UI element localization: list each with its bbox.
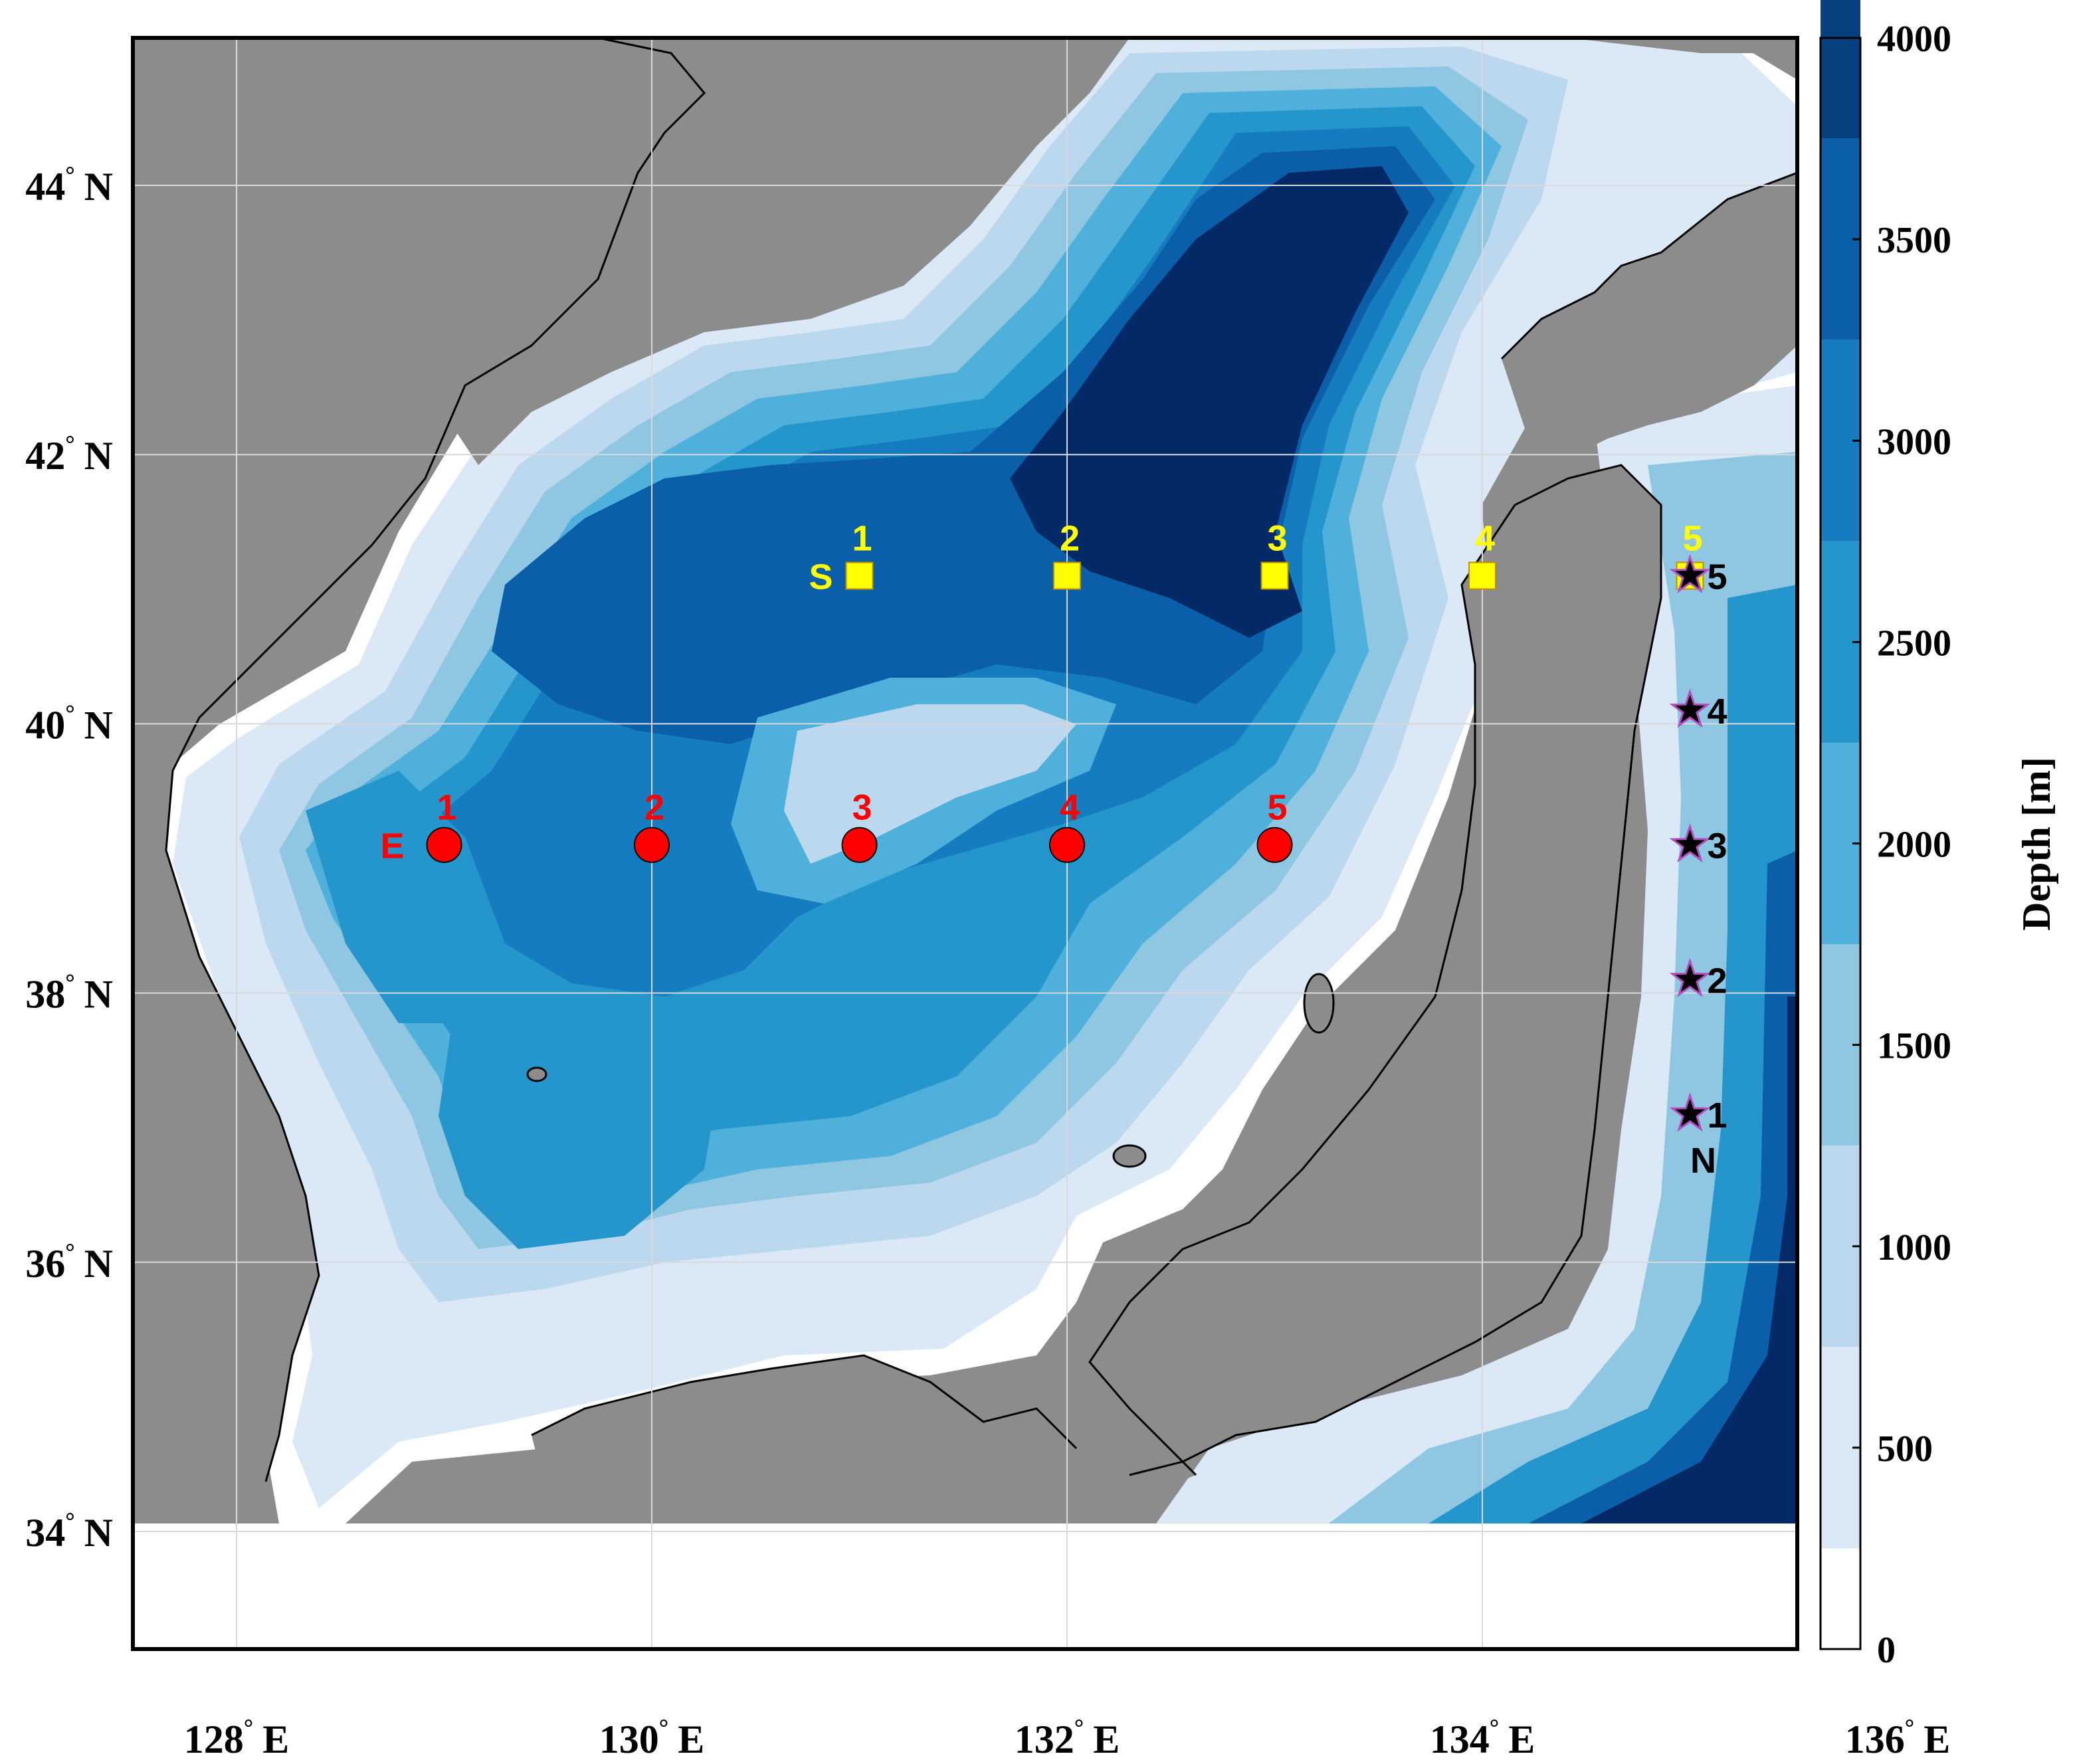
- colorbar-tick-label: 2500: [1877, 623, 1951, 664]
- longitude-tick-label: 134° E: [1430, 1714, 1535, 1761]
- yamato-rise-shallow: [784, 704, 1076, 864]
- line-n-station-label: 2: [1708, 961, 1728, 1001]
- longitude-tick-label: 128° E: [184, 1714, 289, 1761]
- line-n-station-label: 3: [1708, 827, 1728, 866]
- colorbar-tick-label: 4000: [1877, 19, 1951, 60]
- line-s-station-marker: [845, 561, 874, 590]
- graticule: [133, 38, 1797, 1649]
- line-s-station-marker: [1468, 561, 1496, 590]
- longitude-tick-label: 136° E: [1845, 1714, 1950, 1761]
- sakhalin-landmass: [1568, 38, 1797, 66]
- sea-bathymetry: [159, 38, 1797, 1523]
- tsushima-basin: [439, 983, 718, 1249]
- longitude-tick-label: 130° E: [599, 1714, 704, 1761]
- colorbar-band: [1821, 1548, 1860, 1649]
- line-e-station-label: 5: [1267, 788, 1287, 828]
- line-s-station-label: 1: [852, 519, 872, 559]
- line-n-station-label: 4: [1708, 692, 1728, 732]
- line-e-station-marker: [1256, 827, 1293, 863]
- line-e-station-label: 2: [644, 788, 664, 828]
- line-e-station-label: 4: [1060, 788, 1080, 828]
- colorbar-blocks: [1821, 0, 1860, 1649]
- colorbar-tick-labels: 4000 3500 3000 2500 2000 1500 1000 500 0: [1852, 19, 1951, 1671]
- latitude-tick-label: 40° N: [25, 700, 113, 747]
- map-panel: [133, 38, 1797, 1649]
- coastlines: [165, 38, 1797, 1482]
- colorbar: 4000 3500 3000 2500 2000 1500 1000 500 0 Depth […: [1819, 0, 2058, 1671]
- map-frame: [131, 36, 1799, 1651]
- line-n-station-marker: [1669, 823, 1711, 863]
- line-n-station-marker: [1669, 957, 1711, 997]
- line-n-station-marker: [1669, 553, 1711, 593]
- latitude-tick-label: 38° N: [25, 969, 113, 1017]
- colorbar-tick-label: 0: [1877, 1630, 1896, 1671]
- line-s-station-marker: [1053, 561, 1081, 590]
- pacific-4000: [1581, 997, 1797, 1523]
- ulleung-island: [526, 1066, 547, 1082]
- latitude-labels: 44° N 42° N 40° N 38° N 36° N 34° N: [25, 161, 113, 1555]
- line-s-station-label: 5: [1682, 519, 1702, 559]
- oki-islands: [1112, 1144, 1147, 1168]
- colorbar-tick-label: 3500: [1877, 220, 1951, 261]
- line-e-station-marker: [1049, 827, 1085, 863]
- line-n-station-label: 5: [1708, 557, 1728, 597]
- line-e-station-marker: [841, 827, 878, 863]
- sado-island: [1303, 973, 1335, 1034]
- pacific-2000: [1429, 585, 1797, 1523]
- line-e-name: E: [380, 827, 404, 866]
- colorbar-tick-label: 3000: [1877, 421, 1951, 462]
- line-e-station-label: 1: [437, 788, 456, 828]
- latitude-tick-label: 34° N: [25, 1508, 113, 1555]
- colorbar-band: [1821, 0, 1860, 139]
- line-s-station-marker: [1260, 561, 1289, 590]
- latitude-tick-label: 44° N: [25, 161, 113, 209]
- colorbar-title: Depth [m]: [2015, 757, 2058, 931]
- colorbar-tick-label: 500: [1877, 1428, 1933, 1470]
- kyushu-landmass: [545, 1435, 784, 1523]
- honshu-landmass: [532, 465, 1661, 1523]
- line-s-station-label: 4: [1475, 519, 1495, 559]
- sea-depth-4000: [1010, 166, 1409, 638]
- line-s-name: S: [809, 557, 833, 597]
- line-e-station-marker: [426, 827, 462, 863]
- line-n-station-marker: [1669, 688, 1711, 728]
- line-n-name: N: [1690, 1141, 1716, 1181]
- colorbar-tick-label: 1500: [1877, 1026, 1951, 1067]
- latitude-tick-label: 36° N: [25, 1238, 113, 1286]
- line-n-station-label: 1: [1708, 1096, 1728, 1135]
- line-e-station-marker: [634, 827, 670, 863]
- line-s-station-label: 3: [1267, 519, 1287, 559]
- russia-landmass: [452, 38, 1130, 465]
- line-n-station-marker: [1669, 1092, 1711, 1132]
- colorbar-tick-label: 2000: [1877, 825, 1951, 866]
- line-s-station-label: 2: [1060, 519, 1080, 559]
- latitude-tick-label: 42° N: [25, 431, 113, 478]
- longitude-tick-label: 132° E: [1015, 1714, 1120, 1761]
- hokkaido-landmass: [1502, 173, 1797, 465]
- korea-landmass: [133, 38, 704, 1488]
- colorbar-tick-label: 1000: [1877, 1227, 1951, 1268]
- line-e-station-label: 3: [852, 788, 872, 828]
